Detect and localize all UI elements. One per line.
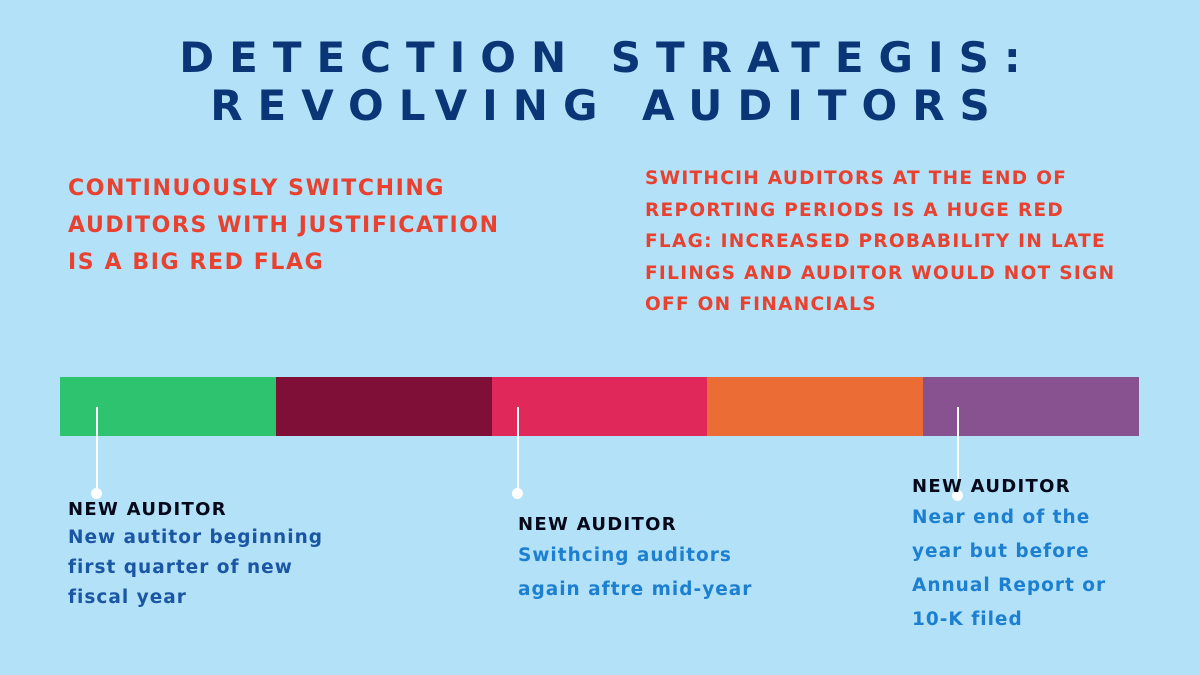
callout-line: FLAG: INCREASED PROBABILITY IN LATE bbox=[645, 231, 1106, 252]
title-line-2: REVOLVING AUDITORS bbox=[210, 81, 1005, 130]
note-line: first quarter of new bbox=[68, 557, 293, 578]
note-label: NEW AUDITOR bbox=[912, 476, 1071, 497]
callout-line: CONTINUOUSLY SWITCHING bbox=[68, 176, 446, 201]
timeline-segment bbox=[707, 377, 924, 436]
pointer-dot bbox=[512, 488, 523, 499]
right-callout: SWITHCIH AUDITORS AT THE END OF REPORTIN… bbox=[645, 163, 1115, 321]
note-mid-year: NEW AUDITOR Swithcing auditors again aft… bbox=[518, 511, 752, 607]
timeline-segment bbox=[60, 377, 276, 436]
callout-line: IS A BIG RED FLAG bbox=[68, 250, 325, 275]
note-line: 10-K filed bbox=[912, 609, 1023, 630]
left-callout: CONTINUOUSLY SWITCHING AUDITORS WITH JUS… bbox=[68, 170, 500, 281]
pointer-dot bbox=[91, 488, 102, 499]
callout-line: SWITHCIH AUDITORS AT THE END OF bbox=[645, 168, 1068, 189]
title-line-1: DETECTION STRATEGIS: bbox=[179, 33, 1036, 82]
note-line: fiscal year bbox=[68, 587, 187, 608]
timeline-pointer bbox=[517, 407, 519, 493]
timeline-pointer bbox=[96, 407, 98, 493]
note-year-end: NEW AUDITOR Near end of the year but bef… bbox=[912, 473, 1106, 637]
timeline-segment bbox=[923, 377, 1139, 436]
timeline-bar bbox=[60, 377, 1139, 436]
note-label: NEW AUDITOR bbox=[68, 499, 227, 520]
note-line: year but before bbox=[912, 541, 1090, 562]
note-line: New autitor beginning bbox=[68, 527, 323, 548]
callout-line: REPORTING PERIODS IS A HUGE RED bbox=[645, 199, 1065, 221]
note-line: Annual Report or bbox=[912, 575, 1107, 596]
timeline-segment bbox=[491, 377, 708, 436]
page-title: DETECTION STRATEGIS: REVOLVING AUDITORS bbox=[0, 34, 1200, 130]
callout-line: FILINGS AND AUDITOR WOULD NOT SIGN bbox=[645, 262, 1116, 284]
note-label: NEW AUDITOR bbox=[518, 514, 677, 535]
callout-line: AUDITORS WITH JUSTIFICATION bbox=[68, 213, 500, 238]
note-line: Swithcing auditors bbox=[518, 545, 732, 566]
pointer-dot bbox=[952, 490, 963, 501]
callout-line: OFF ON FINANCIALS bbox=[645, 294, 877, 315]
note-line: again aftre mid-year bbox=[518, 579, 753, 600]
note-first-quarter: NEW AUDITOR New autitor beginning first … bbox=[68, 497, 323, 613]
note-line: Near end of the bbox=[912, 507, 1091, 528]
timeline-segment bbox=[275, 377, 492, 436]
timeline-pointer bbox=[957, 407, 959, 493]
